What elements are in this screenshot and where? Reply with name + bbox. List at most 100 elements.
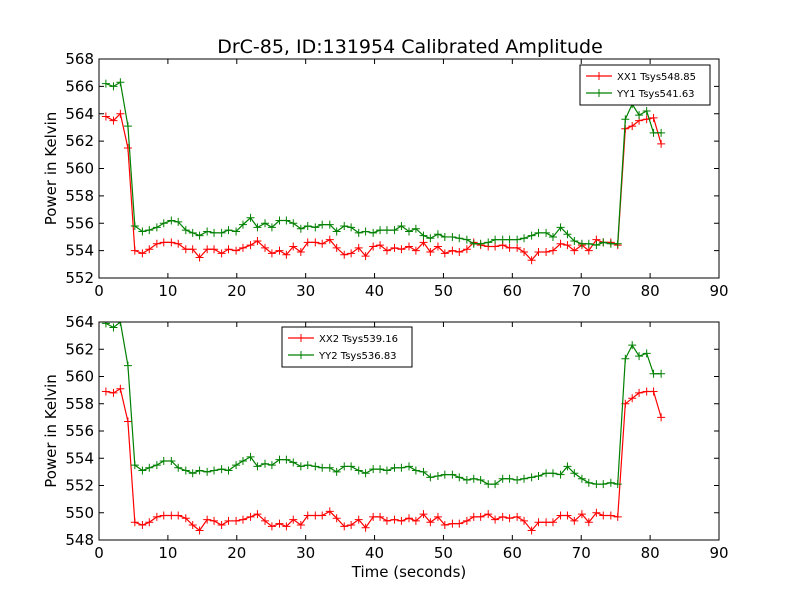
- x-tick-label: 70: [572, 544, 591, 562]
- data-point: [455, 234, 464, 243]
- y-tick-label: 552: [65, 269, 94, 287]
- data-point: [282, 455, 291, 464]
- data-point: [462, 245, 471, 254]
- data-point: [642, 107, 651, 116]
- data-point: [109, 388, 118, 397]
- legend-entry-label: YY2 Tsys536.83: [318, 351, 397, 362]
- data-point: [657, 369, 666, 378]
- x-tick-label: 10: [158, 544, 177, 562]
- data-point: [397, 245, 406, 254]
- data-point: [289, 515, 298, 524]
- data-point: [584, 246, 593, 255]
- data-point: [556, 239, 565, 248]
- data-point: [253, 462, 262, 471]
- data-point: [405, 227, 413, 236]
- data-point: [109, 323, 118, 332]
- data-point: [376, 226, 385, 235]
- data-point: [642, 387, 651, 396]
- data-point: [505, 474, 514, 483]
- data-point: [203, 515, 212, 524]
- data-point: [376, 512, 385, 521]
- data-point: [527, 256, 536, 265]
- data-point: [405, 514, 413, 523]
- data-point: [556, 470, 565, 479]
- data-point: [542, 228, 551, 237]
- data-point: [382, 466, 391, 475]
- data-point: [390, 243, 399, 252]
- data-point: [332, 467, 341, 476]
- data-point: [217, 465, 226, 474]
- y-tick-label: 552: [65, 477, 94, 495]
- data-point: [238, 456, 247, 465]
- data-point: [390, 515, 399, 524]
- data-point: [232, 516, 241, 525]
- data-point: [491, 235, 500, 244]
- x-tick-label: 0: [94, 282, 104, 300]
- data-point: [534, 247, 543, 256]
- data-point: [188, 521, 197, 530]
- data-point: [476, 476, 485, 485]
- data-point: [159, 219, 168, 228]
- data-point: [534, 228, 543, 237]
- data-point: [584, 239, 593, 248]
- data-point: [556, 223, 565, 232]
- data-point: [440, 470, 449, 479]
- data-point: [303, 238, 312, 247]
- data-point: [261, 459, 270, 468]
- data-point: [325, 235, 334, 244]
- data-point: [649, 369, 658, 378]
- data-point: [462, 516, 471, 525]
- data-point: [123, 143, 132, 152]
- legend-marker: [297, 334, 305, 342]
- y-tick-label: 560: [65, 160, 94, 178]
- y-tick-label: 564: [65, 313, 94, 331]
- data-point: [275, 246, 284, 255]
- data-point: [584, 478, 593, 487]
- data-point: [347, 249, 356, 258]
- data-point: [419, 510, 428, 519]
- data-point: [556, 511, 565, 520]
- data-point: [369, 465, 378, 474]
- data-point: [311, 511, 320, 520]
- data-point: [188, 228, 197, 237]
- data-point: [238, 220, 247, 229]
- data-point: [469, 512, 478, 521]
- data-point: [649, 387, 658, 396]
- series-layer: [101, 78, 666, 265]
- data-point: [376, 241, 385, 250]
- data-point: [340, 522, 349, 531]
- data-point: [527, 473, 536, 482]
- y-tick-label: 550: [65, 504, 94, 522]
- data-point: [210, 466, 219, 475]
- data-point: [369, 228, 378, 237]
- data-point: [181, 466, 190, 475]
- data-point: [296, 462, 305, 471]
- data-point: [109, 82, 118, 91]
- data-point: [267, 249, 276, 258]
- y-tick-label: 558: [65, 187, 94, 205]
- data-point: [542, 518, 551, 527]
- y-tick-label: 554: [65, 449, 94, 467]
- data-point: [382, 226, 391, 235]
- data-point: [570, 516, 579, 525]
- data-point: [542, 247, 551, 256]
- data-point: [246, 512, 255, 521]
- y-tick-label: 556: [65, 422, 94, 440]
- data-point: [325, 220, 334, 229]
- data-point: [621, 354, 630, 363]
- y-tick-label: 562: [65, 132, 94, 150]
- series-2: [101, 78, 666, 250]
- x-tick-label: 80: [641, 282, 660, 300]
- data-point: [419, 238, 428, 247]
- series-1: [101, 384, 666, 535]
- data-point: [123, 417, 132, 426]
- data-point: [275, 519, 284, 528]
- data-point: [606, 478, 615, 487]
- data-point: [542, 469, 551, 478]
- data-point: [505, 235, 514, 244]
- data-point: [657, 413, 666, 422]
- data-point: [181, 245, 190, 254]
- data-point: [411, 466, 420, 475]
- legend-marker: [297, 351, 305, 359]
- data-point: [426, 518, 435, 527]
